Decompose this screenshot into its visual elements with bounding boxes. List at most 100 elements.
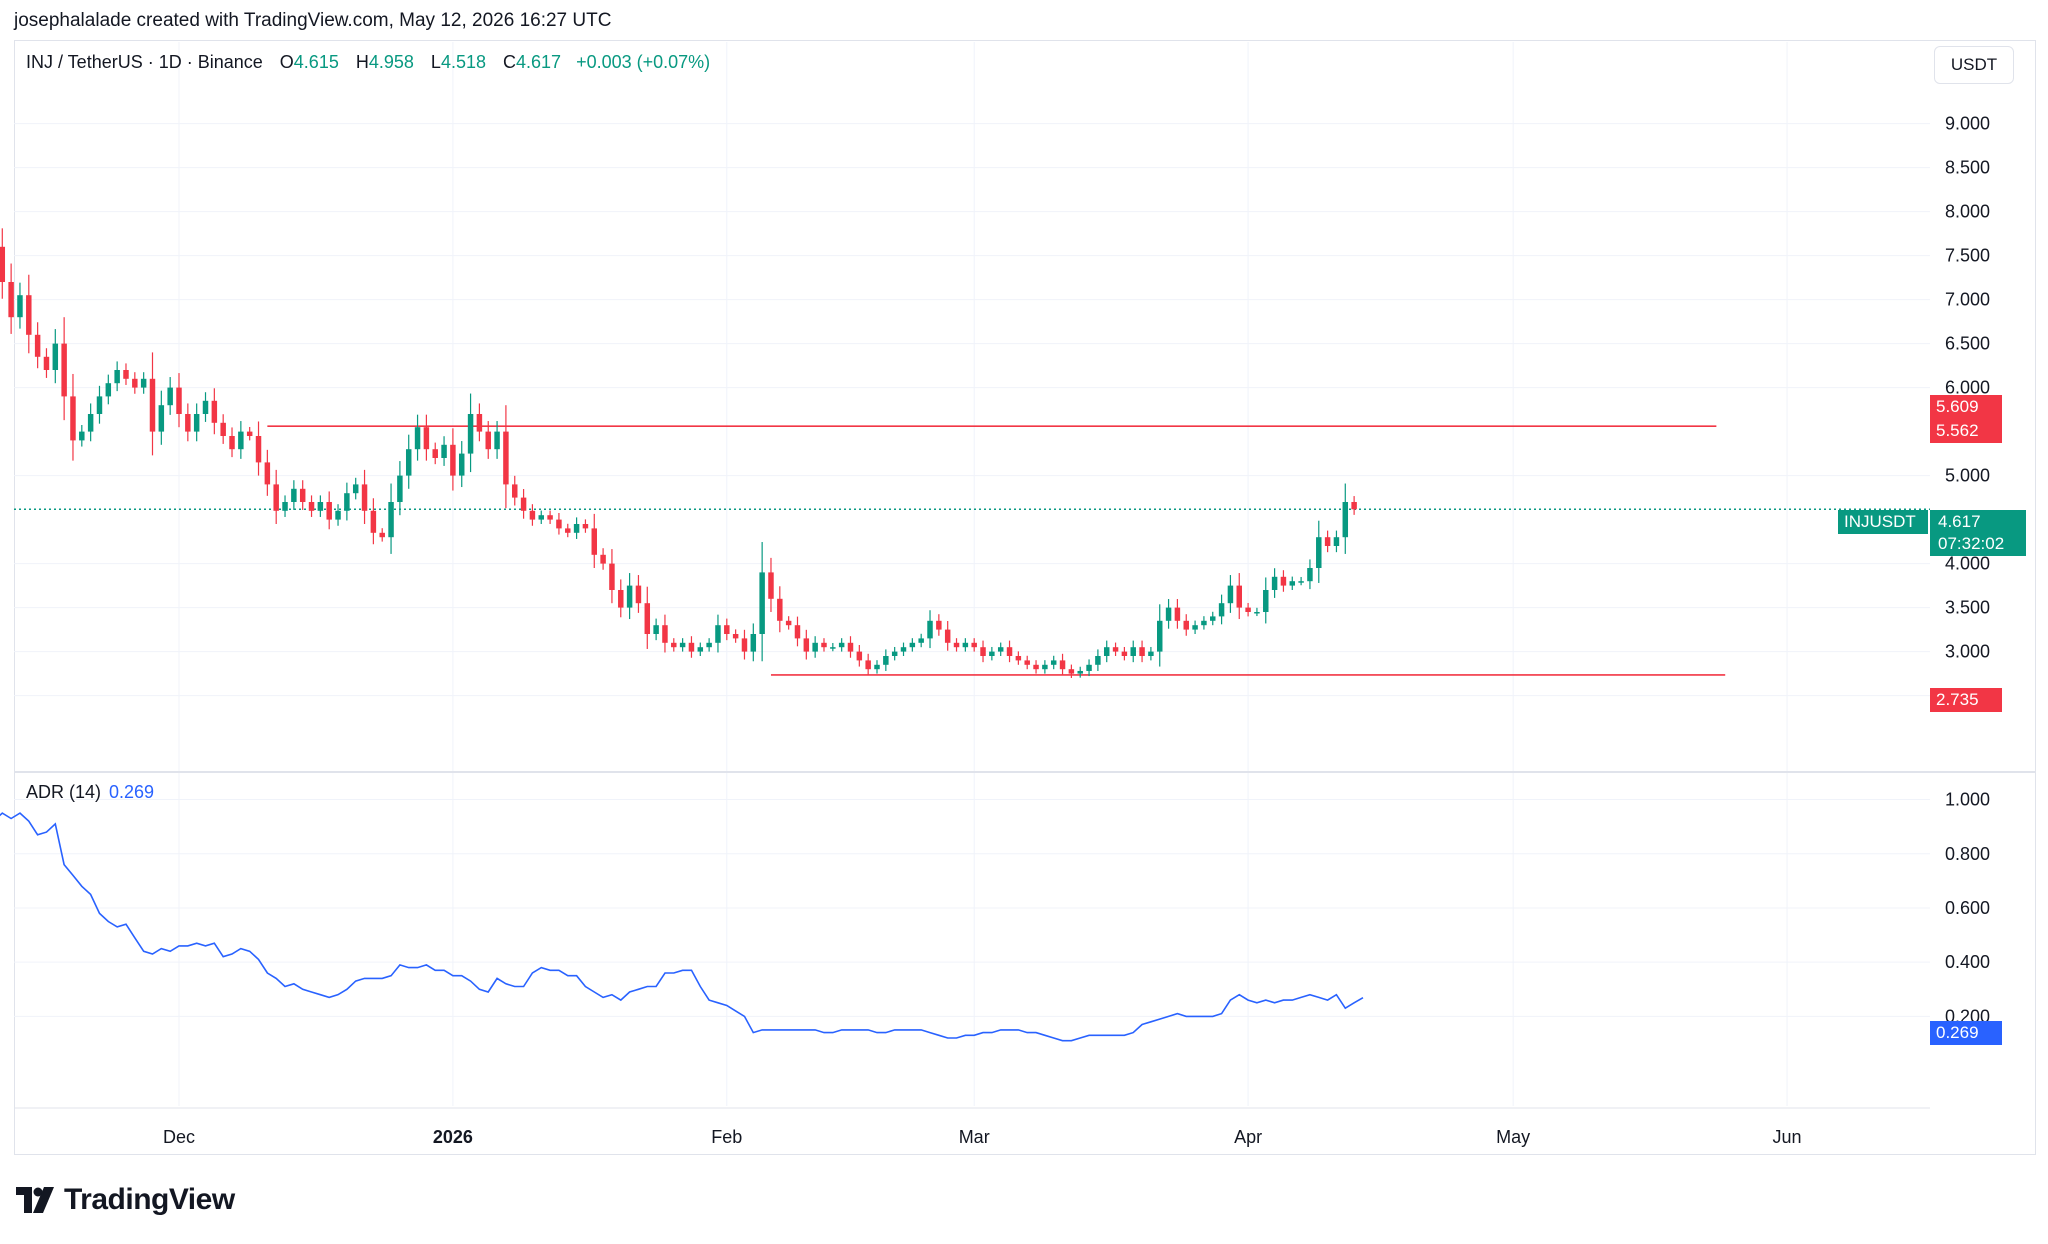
candle[interactable] (1210, 611, 1216, 626)
candle[interactable] (830, 642, 836, 652)
candle[interactable] (34, 322, 41, 369)
candle[interactable] (1245, 602, 1251, 617)
candle[interactable] (980, 640, 986, 663)
candle[interactable] (1192, 620, 1198, 634)
candle[interactable] (87, 403, 94, 442)
candle[interactable] (662, 614, 668, 653)
candle[interactable] (750, 623, 757, 662)
candle[interactable] (458, 441, 465, 488)
tradingview-logo[interactable]: TradingView (16, 1183, 235, 1217)
candle[interactable] (397, 461, 403, 516)
candle[interactable] (1351, 496, 1357, 515)
candle[interactable] (0, 228, 6, 299)
candle[interactable] (8, 263, 14, 334)
candle[interactable] (485, 421, 491, 459)
candle[interactable] (812, 636, 818, 658)
candle[interactable] (1174, 599, 1181, 629)
candle[interactable] (167, 377, 173, 415)
candle[interactable] (379, 528, 385, 542)
candle[interactable] (1271, 568, 1278, 598)
candle[interactable] (185, 403, 191, 442)
candle[interactable] (193, 403, 200, 442)
candle[interactable] (140, 372, 147, 394)
candle[interactable] (697, 642, 704, 656)
candle[interactable] (43, 348, 50, 378)
candle[interactable] (79, 425, 85, 447)
candle[interactable] (732, 629, 739, 643)
candle[interactable] (573, 517, 580, 539)
candle[interactable] (1148, 646, 1154, 661)
candle[interactable] (370, 498, 377, 545)
candle[interactable] (1042, 660, 1048, 674)
candle[interactable] (609, 549, 615, 604)
symbol-name[interactable]: INJ / TetherUS · 1D · Binance (26, 52, 263, 72)
candle[interactable] (706, 638, 712, 652)
candle[interactable] (644, 586, 651, 649)
candle[interactable] (679, 638, 686, 652)
candle[interactable] (715, 614, 721, 653)
candle[interactable] (512, 475, 518, 506)
candle[interactable] (361, 469, 368, 524)
candle[interactable] (176, 373, 182, 428)
candle[interactable] (936, 614, 942, 636)
candle[interactable] (874, 660, 880, 674)
candle[interactable] (1165, 599, 1172, 629)
candle[interactable] (918, 633, 924, 648)
candle[interactable] (1006, 640, 1013, 663)
candle[interactable] (246, 426, 253, 441)
candle[interactable] (503, 405, 509, 509)
candle[interactable] (476, 403, 483, 442)
candle[interactable] (352, 477, 359, 500)
candle[interactable] (1095, 649, 1101, 671)
candle[interactable] (441, 436, 447, 466)
candle[interactable] (671, 638, 677, 652)
candle[interactable] (1263, 577, 1269, 624)
candle[interactable] (803, 629, 810, 660)
candle[interactable] (96, 385, 103, 424)
candle[interactable] (282, 495, 288, 517)
candle[interactable] (724, 618, 730, 641)
candle[interactable] (264, 449, 271, 496)
candle[interactable] (405, 434, 412, 489)
candle[interactable] (900, 642, 907, 656)
candle[interactable] (759, 542, 765, 662)
candle[interactable] (299, 480, 306, 510)
candle[interactable] (847, 636, 854, 658)
candle[interactable] (777, 586, 783, 633)
candle[interactable] (149, 352, 156, 456)
candle[interactable] (768, 557, 774, 612)
candle[interactable] (238, 421, 244, 459)
candle[interactable] (927, 610, 933, 649)
candle[interactable] (997, 642, 1004, 656)
candle[interactable] (971, 638, 977, 652)
candle[interactable] (1227, 575, 1234, 613)
candle[interactable] (556, 513, 562, 535)
candle[interactable] (1236, 573, 1242, 620)
candle[interactable] (962, 638, 969, 652)
candle[interactable] (953, 638, 960, 652)
candle[interactable] (1342, 483, 1349, 554)
candle[interactable] (741, 629, 748, 660)
candle[interactable] (1059, 653, 1066, 676)
candle[interactable] (688, 636, 695, 658)
candle[interactable] (891, 646, 898, 661)
candle[interactable] (821, 638, 827, 652)
candle[interactable] (423, 414, 430, 461)
candle[interactable] (1139, 640, 1145, 663)
candle[interactable] (388, 483, 394, 554)
candle[interactable] (1156, 604, 1163, 667)
candle[interactable] (626, 573, 633, 620)
candle[interactable] (105, 374, 112, 405)
candle[interactable] (335, 504, 341, 526)
candle[interactable] (70, 373, 76, 461)
candle[interactable] (255, 421, 262, 476)
candle[interactable] (494, 421, 500, 459)
candle[interactable] (132, 372, 138, 394)
candle[interactable] (467, 393, 474, 473)
candle[interactable] (1218, 594, 1225, 625)
currency-button[interactable]: USDT (1934, 46, 2014, 84)
candle[interactable] (1307, 559, 1313, 590)
candle[interactable] (538, 510, 544, 524)
candle[interactable] (883, 649, 889, 671)
